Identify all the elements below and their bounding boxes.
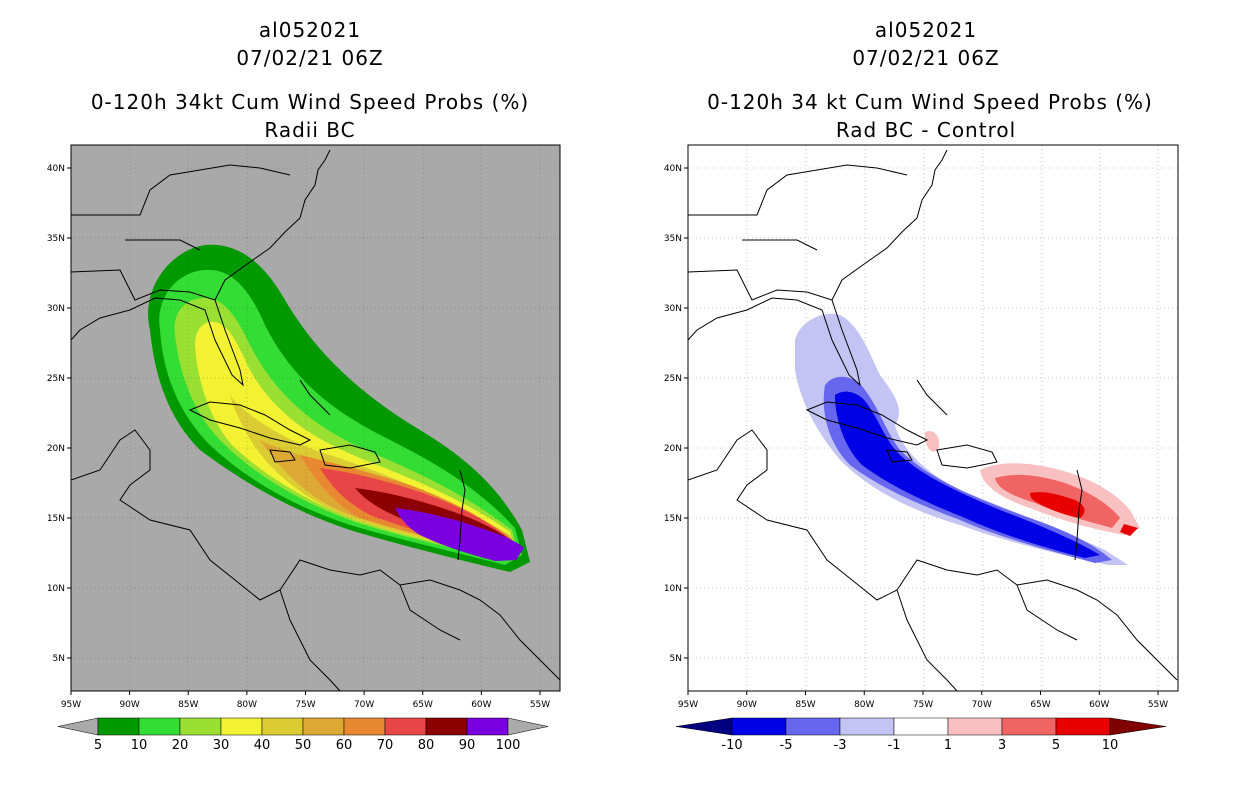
left-y-tick-label: 40N: [47, 164, 65, 174]
left-x-tick-label: 65W: [413, 700, 433, 710]
right-colorbar-label: 3: [998, 738, 1006, 753]
right-colorbar-swatch: [1055, 717, 1111, 736]
right-colorbar-label: 5: [1052, 738, 1060, 753]
left-datetime: 07/02/21 06Z: [236, 46, 384, 70]
right-x-tick-label: 65W: [1030, 700, 1050, 710]
right-storm-id: al052021: [874, 18, 978, 42]
left-x-tick-label: 55W: [530, 700, 550, 710]
right-colorbar-swatch: [893, 717, 949, 736]
left-colorbar-label: 60: [336, 738, 353, 753]
left-y-tick-label: 5N: [53, 654, 65, 664]
right-colorbar-label: -1: [888, 738, 901, 753]
right-coastlines: [688, 149, 1178, 691]
left-contour-90: [395, 508, 524, 561]
right-colorbar: -10 -5 -3 -1 1 3 5 10: [675, 717, 1167, 753]
right-colorbar-label: 10: [1102, 738, 1119, 753]
left-y-tick-label: 10N: [47, 584, 65, 594]
right-colorbar-label: 1: [944, 738, 952, 753]
right-x-tick-label: 80W: [854, 700, 874, 710]
right-y-tick-label: 30N: [664, 304, 682, 314]
right-y-tick-label: 40N: [664, 164, 682, 174]
right-y-tick-label: 25N: [664, 374, 682, 384]
left-colorbar-label: 100: [496, 738, 521, 753]
right-x-tick-label: 70W: [972, 700, 992, 710]
left-colorbar-label: 30: [213, 738, 230, 753]
right-colorbar-swatch: [947, 717, 1003, 736]
right-colorbar-high-arrow: [1109, 717, 1167, 736]
left-subtitle: Radii BC: [264, 118, 356, 142]
left-colorbar-label: 80: [418, 738, 435, 753]
left-colorbar-label: 40: [254, 738, 271, 753]
left-y-tick-label: 35N: [47, 234, 65, 244]
left-y-tick-label: 20N: [47, 444, 65, 454]
right-contour-neg1: [795, 313, 1128, 565]
right-title: 0-120h 34 kt Cum Wind Speed Probs (%): [707, 90, 1153, 114]
left-x-tick-label: 60W: [471, 700, 491, 710]
left-colorbar-label: 50: [295, 738, 312, 753]
left-colorbar-high-arrow: [507, 717, 549, 736]
right-colorbar-swatch: [839, 717, 895, 736]
left-y-tick-label: 30N: [47, 304, 65, 314]
right-y-tick-label: 10N: [664, 584, 682, 594]
right-y-tick-label: 20N: [664, 444, 682, 454]
right-colorbar-label: -5: [780, 738, 793, 753]
left-title: 0-120h 34kt Cum Wind Speed Probs (%): [90, 90, 530, 114]
right-x-tick-label: 90W: [737, 700, 757, 710]
left-colorbar-label: 5: [94, 738, 102, 753]
left-x-tick-label: 85W: [178, 700, 198, 710]
right-y-tick-label: 15N: [664, 514, 682, 524]
left-x-tick-label: 90W: [119, 700, 139, 710]
left-colorbar-label: 70: [377, 738, 394, 753]
left-y-tick-label: 15N: [47, 514, 65, 524]
left-x-tick-label: 80W: [237, 700, 257, 710]
right-y-tick-label: 35N: [664, 234, 682, 244]
left-x-tick-label: 75W: [295, 700, 315, 710]
left-colorbar-label: 10: [131, 738, 148, 753]
right-datetime: 07/02/21 06Z: [852, 46, 1000, 70]
left-colorbar: 5 10 20 30 40 50 60 70 80 90 100: [57, 717, 549, 753]
left-y-tick-label: 25N: [47, 374, 65, 384]
right-x-tick-label: 60W: [1089, 700, 1109, 710]
right-x-tick-label: 55W: [1148, 700, 1168, 710]
right-contour-pos1: [924, 431, 940, 452]
right-colorbar-low-arrow: [675, 717, 733, 736]
right-colorbar-label: -10: [721, 738, 742, 753]
left-grid-lines: [71, 145, 560, 691]
right-y-tick-label: 5N: [670, 654, 682, 664]
right-colorbar-label: -3: [834, 738, 847, 753]
right-x-tick-label: 75W: [913, 700, 933, 710]
right-colorbar-swatch: [731, 717, 787, 736]
left-x-tick-label: 70W: [354, 700, 374, 710]
right-x-tick-label: 85W: [795, 700, 815, 710]
right-x-tick-label: 95W: [678, 700, 698, 710]
right-colorbar-swatch: [1001, 717, 1057, 736]
left-colorbar-label: 20: [172, 738, 189, 753]
left-coastlines: [71, 149, 560, 691]
right-colorbar-swatch: [785, 717, 841, 736]
left-colorbar-label: 90: [459, 738, 476, 753]
right-subtitle: Rad BC - Control: [835, 118, 1017, 142]
right-contour-pos5b: [1120, 524, 1138, 536]
right-contour-neg5: [835, 391, 1100, 558]
left-storm-id: al052021: [258, 18, 362, 42]
left-x-tick-label: 95W: [61, 700, 81, 710]
right-contour-pos5: [1030, 492, 1085, 518]
